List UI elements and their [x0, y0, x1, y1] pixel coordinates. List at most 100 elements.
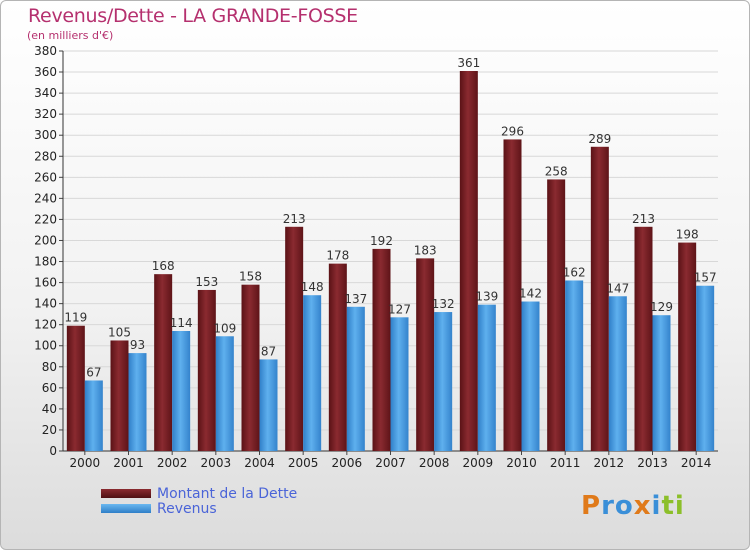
- data-label-revenus-2009: 139: [475, 290, 498, 304]
- y-tick-label: 360: [34, 65, 57, 79]
- logo-letter: t: [661, 491, 675, 521]
- chart-title: Revenus/Dette - LA GRANDE-FOSSE: [28, 5, 358, 27]
- y-tick-label: 160: [34, 276, 57, 290]
- y-tick-label: 260: [34, 170, 57, 184]
- data-label-revenus-2012: 147: [606, 281, 629, 295]
- data-label-revenus-2007: 127: [388, 302, 411, 316]
- bar-dette-2007: [372, 248, 391, 451]
- y-tick-label: 80: [42, 360, 57, 374]
- data-label-dette-2008: 183: [414, 243, 437, 257]
- data-label-revenus-2003: 109: [213, 321, 236, 335]
- bar-revenus-2000: [84, 380, 103, 451]
- x-tick-label: 2010: [506, 456, 537, 470]
- bar-revenus-2013: [652, 315, 671, 451]
- x-tick-label: 2007: [375, 456, 406, 470]
- data-label-revenus-2002: 114: [170, 316, 193, 330]
- bar-revenus-2008: [434, 312, 453, 451]
- data-label-dette-2005: 213: [283, 212, 306, 226]
- data-label-dette-2007: 192: [370, 234, 393, 248]
- legend-swatch-dette: [101, 489, 151, 498]
- data-label-dette-2012: 289: [588, 132, 611, 146]
- y-tick-label: 200: [34, 233, 57, 247]
- y-tick-label: 340: [34, 86, 57, 100]
- legend-item-revenus: Revenus: [101, 501, 401, 519]
- bar-revenus-2001: [128, 353, 147, 451]
- legend-item-dette: Montant de la Dette: [101, 486, 401, 504]
- data-label-revenus-2008: 132: [432, 297, 455, 311]
- logo-letter: P: [581, 491, 602, 521]
- data-label-dette-2000: 119: [64, 311, 87, 325]
- data-label-revenus-2006: 137: [344, 292, 367, 306]
- bar-dette-2009: [459, 71, 478, 451]
- legend-label-revenus: Revenus: [157, 501, 217, 517]
- y-tick-label: 100: [34, 339, 57, 353]
- legend-swatch-revenus: [101, 504, 151, 513]
- data-label-revenus-2010: 142: [519, 287, 542, 301]
- x-tick-label: 2011: [550, 456, 581, 470]
- data-label-revenus-2004: 87: [261, 344, 276, 358]
- x-tick-label: 2000: [70, 456, 101, 470]
- bar-dette-2004: [241, 284, 260, 451]
- legend-label-dette: Montant de la Dette: [157, 486, 298, 502]
- bar-dette-2010: [503, 139, 522, 451]
- proxiti-logo: Proxiti: [581, 491, 685, 521]
- data-label-revenus-2005: 148: [301, 280, 324, 294]
- x-tick-label: 2006: [332, 456, 363, 470]
- data-label-dette-2009: 361: [457, 56, 480, 70]
- y-tick-label: 320: [34, 107, 57, 121]
- bar-dette-2012: [590, 146, 609, 451]
- logo-letter: x: [633, 491, 652, 521]
- x-tick-label: 2001: [113, 456, 144, 470]
- bar-revenus-2009: [477, 304, 496, 451]
- bar-revenus-2014: [696, 285, 715, 451]
- y-tick-label: 280: [34, 149, 57, 163]
- chart-subtitle: (en milliers d'€): [27, 29, 114, 42]
- bar-revenus-2004: [259, 359, 278, 451]
- x-tick-label: 2008: [419, 456, 450, 470]
- logo-letter: i: [651, 491, 662, 521]
- bar-revenus-2011: [565, 280, 584, 451]
- y-tick-label: 300: [34, 128, 57, 142]
- bar-revenus-2010: [521, 301, 540, 451]
- y-tick-label: 120: [34, 318, 57, 332]
- logo-letter: r: [601, 491, 615, 521]
- logo-letter: i: [674, 491, 685, 521]
- y-tick-label: 20: [42, 423, 57, 437]
- bars: [66, 71, 715, 451]
- bar-revenus-2002: [172, 331, 191, 451]
- data-label-dette-2003: 153: [195, 275, 218, 289]
- data-label-dette-2001: 105: [108, 325, 131, 339]
- x-tick-label: 2009: [463, 456, 494, 470]
- bar-dette-2005: [285, 226, 304, 451]
- data-label-revenus-2001: 93: [130, 338, 145, 352]
- x-tick-label: 2004: [244, 456, 275, 470]
- y-tick-label: 220: [34, 212, 57, 226]
- bar-revenus-2005: [303, 295, 322, 451]
- y-tick-label: 0: [49, 444, 57, 458]
- bar-dette-2006: [328, 263, 347, 451]
- data-label-dette-2004: 158: [239, 270, 262, 284]
- x-tick-label: 2013: [637, 456, 668, 470]
- x-tick-label: 2014: [681, 456, 712, 470]
- data-label-revenus-2013: 129: [650, 300, 673, 314]
- data-label-dette-2002: 168: [152, 259, 175, 273]
- bar-dette-2001: [110, 340, 129, 451]
- bar-dette-2008: [416, 258, 435, 451]
- bar-dette-2014: [678, 242, 697, 451]
- data-label-revenus-2014: 157: [694, 271, 717, 285]
- bar-dette-2003: [197, 289, 216, 451]
- x-tick-label: 2012: [594, 456, 625, 470]
- bar-revenus-2006: [346, 306, 365, 451]
- y-tick-label: 180: [34, 255, 57, 269]
- x-tick-label: 2003: [201, 456, 232, 470]
- y-tick-label: 60: [42, 381, 57, 395]
- data-label-dette-2013: 213: [632, 212, 655, 226]
- y-tick-label: 140: [34, 297, 57, 311]
- bar-revenus-2012: [608, 296, 627, 451]
- data-label-dette-2010: 296: [501, 124, 524, 138]
- bar-revenus-2007: [390, 317, 409, 451]
- bar-dette-2002: [154, 274, 173, 451]
